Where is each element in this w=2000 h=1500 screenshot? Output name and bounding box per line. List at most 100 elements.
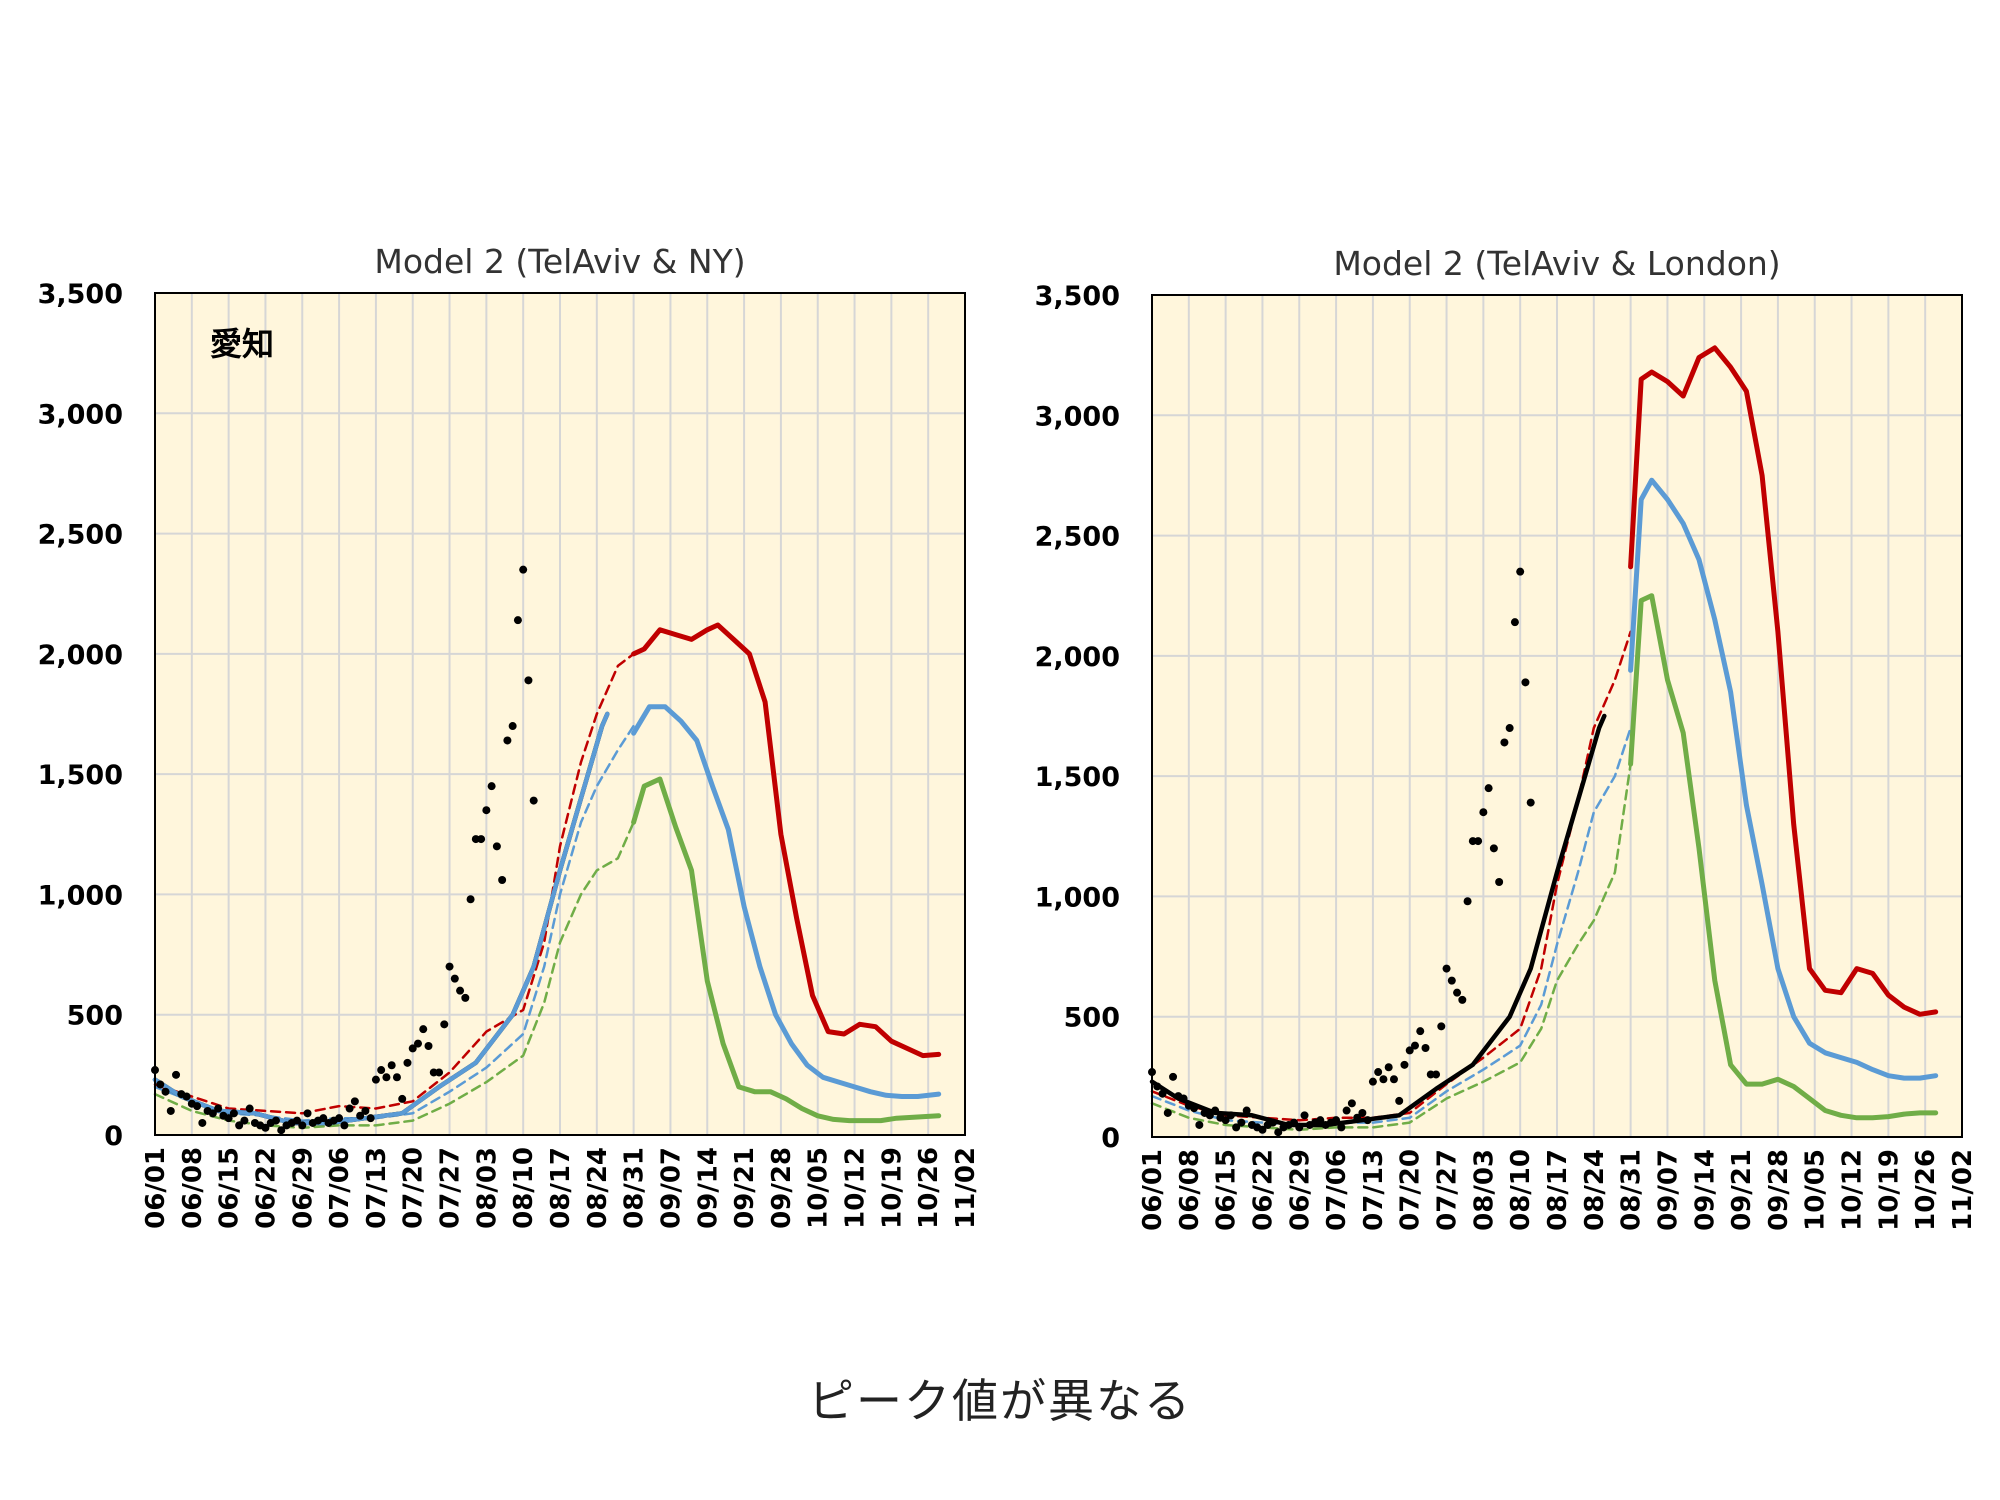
y-tick-label: 3,500 [38,279,123,310]
x-tick-label: 09/21 [1727,1149,1757,1231]
observed-point [1479,808,1488,817]
observed-point [1190,1104,1199,1113]
observed-point [240,1116,249,1125]
observed-point [1163,1108,1172,1117]
y-tick-label: 2,000 [1035,642,1120,673]
observed-point [303,1109,312,1118]
observed-point [1337,1123,1346,1132]
observed-point [235,1121,244,1130]
series-green-dashed [153,821,635,1130]
x-tick-label: 07/27 [1433,1149,1463,1231]
x-tick-label: 08/03 [1469,1149,1499,1231]
series-blue-dashed [1150,726,1632,1127]
observed-point [166,1106,175,1115]
plot-frame [154,292,966,1136]
observed-point [1526,798,1535,807]
x-tick-label: 09/07 [1653,1149,1683,1231]
x-tick-label: 06/01 [141,1147,171,1229]
observed-point [261,1123,270,1132]
observed-point [1432,1070,1441,1079]
x-tick-label: 07/13 [362,1147,392,1229]
series-red-solid [631,622,942,1059]
observed-point [487,782,496,791]
x-tick-label: 08/24 [583,1147,613,1229]
x-tick-label: 11/02 [1948,1149,1978,1231]
observed-point [413,1039,422,1048]
series-green-dashed [1150,762,1632,1132]
x-tick-label: 06/29 [288,1147,318,1229]
observed-point [1453,988,1462,997]
observed-point [1290,1118,1299,1127]
observed-point [193,1102,202,1111]
x-tick-label: 07/06 [325,1147,355,1229]
x-tick-label: 06/29 [1285,1149,1315,1231]
x-tick-label: 09/21 [730,1147,760,1229]
chart-title: Model 2 (TelAviv & NY) [374,242,745,281]
x-tick-label: 06/15 [1212,1149,1242,1231]
y-tick-label: 3,500 [1035,281,1120,312]
x-tick-label: 07/27 [436,1147,466,1229]
plot-annotation: 愛知 [210,325,274,363]
x-tick-label: 08/17 [546,1147,576,1229]
observed-point [513,616,522,625]
observed-point [214,1104,223,1113]
x-tick-label: 10/26 [1911,1149,1941,1231]
observed-point [172,1070,181,1079]
x-tick-label: 06/08 [178,1147,208,1229]
observed-point [298,1121,307,1130]
observed-point [519,565,528,574]
observed-point [382,1073,391,1082]
observed-point [366,1114,375,1123]
observed-point [1421,1043,1430,1052]
x-tick-label: 10/12 [841,1147,871,1229]
x-tick-label: 10/26 [914,1147,944,1229]
observed-point [1342,1106,1351,1115]
x-tick-label: 08/31 [1617,1149,1647,1231]
x-tick-label: 06/15 [215,1147,245,1229]
observed-point [1195,1120,1204,1129]
observed-point [1405,1046,1414,1055]
series-red-dashed [153,652,635,1115]
x-tick-label: 08/31 [620,1147,650,1229]
x-tick-label: 08/03 [472,1147,502,1229]
y-tick-label: 1,000 [38,880,123,911]
observed-point [161,1087,170,1096]
observed-point [1205,1111,1214,1120]
observed-point [1316,1116,1325,1125]
observed-point [1169,1072,1178,1081]
observed-point [1300,1111,1309,1120]
y-tick-label: 3,000 [1035,401,1120,432]
observed-point [208,1109,217,1118]
x-tick-label: 06/22 [1248,1149,1278,1231]
observed-point [1226,1111,1235,1120]
observed-point [1500,738,1509,747]
x-tick-label: 06/01 [1138,1149,1168,1231]
observed-point [1232,1123,1241,1132]
observed-point [1353,1113,1362,1122]
y-tick-label: 0 [104,1121,123,1152]
x-tick-label: 10/12 [1838,1149,1868,1231]
y-tick-label: 2,000 [38,640,123,671]
observed-point [1268,1118,1277,1127]
x-tick-label: 09/07 [656,1147,686,1229]
observed-point [371,1075,380,1084]
observed-point [482,806,491,815]
x-tick-label: 09/28 [767,1147,797,1229]
observed-point [529,796,538,805]
chart-title: Model 2 (TelAviv & London) [1333,244,1780,283]
observed-point [345,1104,354,1113]
observed-point [319,1114,328,1123]
plot-frame [1151,294,1963,1138]
observed-point [1258,1125,1267,1134]
observed-point [1368,1077,1377,1086]
observed-point [1442,964,1451,973]
observed-point [1495,877,1504,886]
observed-point [277,1126,286,1135]
observed-point [1379,1075,1388,1084]
x-tick-label: 07/13 [1359,1149,1389,1231]
observed-point [419,1025,428,1034]
observed-point [403,1058,412,1067]
observed-point [1179,1094,1188,1103]
